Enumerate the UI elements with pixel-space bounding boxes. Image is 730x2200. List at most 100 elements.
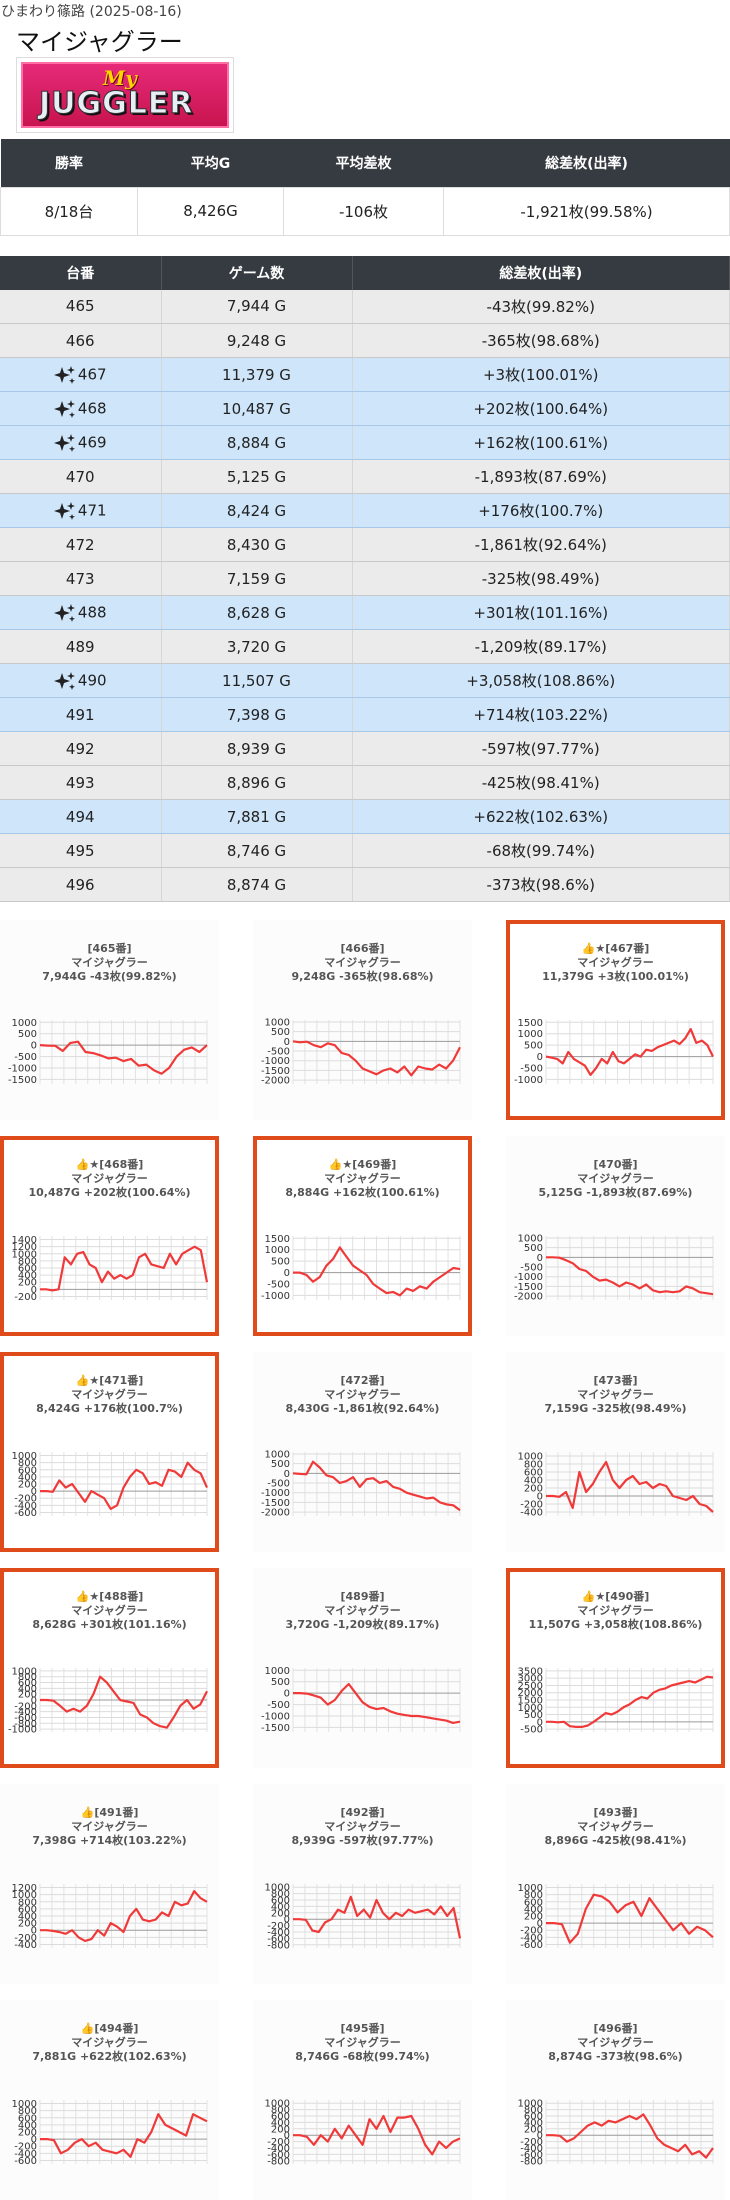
graph-card[interactable]: 👍★[488番] マイジャグラー 8,628G +301枚(101.16%) 1000… [0, 1568, 219, 1768]
y-tick-label: -500 [520, 1725, 543, 1736]
y-tick-label: 0 [537, 1717, 543, 1728]
graph-card-header: [495番] マイジャグラー 8,746G -68枚(99.74%) [253, 2000, 472, 2064]
machine-row[interactable]: 469 8,884 G +162枚(100.61%) [0, 425, 730, 460]
graph-card-machine: マイジャグラー [577, 956, 654, 969]
graph-series-line [40, 1245, 209, 1292]
machine-row[interactable]: 496 8,874 G -373枚(98.6%) [0, 867, 730, 902]
page-title: マイジャグラー [16, 28, 183, 56]
machine-row[interactable]: 473 7,159 G -325枚(98.49%) [0, 561, 730, 596]
machine-row[interactable]: 468 10,487 G +202枚(100.64%) [0, 391, 730, 426]
machine-table: 台番 ゲーム数 総差枚(出率) 465 7,944 G -43枚(99.82%) 46… [0, 255, 730, 902]
machine-row[interactable]: 495 8,746 G -68枚(99.74%) [0, 833, 730, 868]
graph-card-badge: 👍 [80, 2022, 95, 2035]
graph-card[interactable]: [493番] マイジャグラー 8,896G -425枚(98.41%) 1000 800… [506, 1784, 725, 1984]
y-tick-label: -1000 [261, 1291, 290, 1302]
graph-card[interactable]: 👍★[467番] マイジャグラー 11,379G +3枚(100.01%) 1500 1… [506, 920, 725, 1120]
machine-number-text: 495 [65, 841, 95, 860]
machine-number[interactable]: 469 [0, 425, 162, 460]
machine-number[interactable]: 496 [0, 867, 162, 902]
graph-card[interactable]: [466番] マイジャグラー 9,248G -365枚(98.68%) 1000 500… [253, 920, 472, 1120]
graph-card-title: [488番] [99, 1590, 144, 1603]
y-tick-label: -500 [520, 1064, 543, 1075]
y-tick-label: -200 [520, 2137, 543, 2148]
graph-card[interactable]: [489番] マイジャグラー 3,720G -1,209枚(89.17%) 1000 5… [253, 1568, 472, 1768]
machine-row[interactable]: 490 11,507 G +3,058枚(108.86%) [0, 663, 730, 698]
graph-card[interactable]: [496番] マイジャグラー 8,874G -373枚(98.6%) 1000 800 6… [506, 2000, 725, 2200]
graph-card-header: [496番] マイジャグラー 8,874G -373枚(98.6%) [506, 2000, 725, 2064]
y-tick-label: 0 [537, 1919, 543, 1930]
graph-series-line [40, 1890, 208, 1943]
machine-games: 8,896 G [161, 765, 353, 800]
y-tick-label: 0 [31, 1285, 37, 1296]
machine-row[interactable]: 493 8,896 G -425枚(98.41%) [0, 765, 730, 800]
machine-number[interactable]: 472 [0, 527, 162, 562]
machine-row[interactable]: 471 8,424 G +176枚(100.7%) [0, 493, 730, 528]
machine-row[interactable]: 470 5,125 G -1,893枚(87.69%) [0, 459, 730, 494]
sparkle-icon [53, 399, 75, 418]
graph-card[interactable]: [470番] マイジャグラー 5,125G -1,893枚(87.69%) 1000 5… [506, 1136, 725, 1336]
graph-card[interactable]: [495番] マイジャグラー 8,746G -68枚(99.74%) 1000 800 6… [253, 2000, 472, 2200]
machine-number[interactable]: 471 [0, 493, 162, 528]
graph-card[interactable]: [492番] マイジャグラー 8,939G -597枚(97.77%) 1000 800… [253, 1784, 472, 1984]
machine-number[interactable]: 466 [0, 323, 162, 358]
machine-number[interactable]: 492 [0, 731, 162, 766]
machine-row[interactable]: 494 7,881 G +622枚(102.63%) [0, 799, 730, 834]
graph-card[interactable]: 👍★[468番] マイジャグラー 10,487G +202枚(100.64%) 140… [0, 1136, 219, 1336]
machine-number[interactable]: 491 [0, 697, 162, 732]
y-tick-label: 800 [18, 1897, 37, 1908]
y-tick-label: -2000 [514, 1292, 543, 1303]
machine-row[interactable]: 488 8,628 G +301枚(101.16%) [0, 595, 730, 630]
machine-row[interactable]: 489 3,720 G -1,209枚(89.17%) [0, 629, 730, 664]
machine-number-text: 469 [77, 433, 107, 451]
machine-number[interactable]: 473 [0, 561, 162, 596]
y-tick-label: -500 [267, 1047, 290, 1058]
machine-row[interactable]: 465 7,944 G -43枚(99.82%) [0, 289, 730, 324]
graph-card-header: 👍★[471番] マイジャグラー 8,424G +176枚(100.7%) [4, 1356, 215, 1416]
y-tick-label: 1000 [12, 1018, 37, 1029]
y-tick-label: 800 [524, 1460, 543, 1471]
machine-number[interactable]: 488 [0, 595, 162, 630]
graph-card-machine: マイジャグラー [577, 1172, 654, 1185]
machine-number[interactable]: 489 [0, 629, 162, 664]
machine-number[interactable]: 467 [0, 357, 162, 392]
graph-card-stat: 8,939G -597枚(97.77%) [291, 1834, 434, 1847]
graph-card[interactable]: [473番] マイジャグラー 7,159G -325枚(98.49%) 1000 800… [506, 1352, 725, 1552]
graph-card-machine: マイジャグラー [71, 956, 148, 969]
sparkle-icon [53, 603, 75, 622]
machine-number-text: 492 [65, 739, 95, 758]
machine-number[interactable]: 495 [0, 833, 162, 868]
graph-series-line [546, 1460, 714, 1513]
machine-row[interactable]: 492 8,939 G -597枚(97.77%) [0, 731, 730, 766]
graph-card[interactable]: 👍★[490番] マイジャグラー 11,507G +3,058枚(108.86%) 3… [506, 1568, 725, 1768]
y-tick-label: -1000 [8, 1064, 37, 1075]
graph-card[interactable]: [472番] マイジャグラー 8,430G -1,861枚(92.64%) 1000 5… [253, 1352, 472, 1552]
machine-number[interactable]: 494 [0, 799, 162, 834]
machine-number[interactable]: 490 [0, 663, 162, 698]
machine-number[interactable]: 470 [0, 459, 162, 494]
y-tick-label: 0 [284, 1469, 290, 1480]
machine-number-text: 470 [65, 467, 95, 486]
machine-number[interactable]: 468 [0, 391, 162, 426]
y-tick-label: 600 [524, 1897, 543, 1908]
y-tick-label: 200 [18, 1690, 37, 1701]
graph-card[interactable]: [465番] マイジャグラー 7,944G -43枚(99.82%) 1000 500 0… [0, 920, 219, 1120]
machine-row[interactable]: 466 9,248 G -365枚(98.68%) [0, 323, 730, 358]
summary-winrate: 8/18台 [0, 186, 138, 236]
machine-row[interactable]: 467 11,379 G +3枚(100.01%) [0, 357, 730, 392]
y-tick-label: 200 [524, 1912, 543, 1923]
graph-card[interactable]: 👍★[469番] マイジャグラー 8,884G +162枚(100.61%) 1500… [253, 1136, 472, 1336]
machine-number[interactable]: 465 [0, 289, 162, 324]
machine-row[interactable]: 491 7,398 G +714枚(103.22%) [0, 697, 730, 732]
graph-card[interactable]: 👍[491番] マイジャグラー 7,398G +714枚(103.22%) 1200 1… [0, 1784, 219, 1984]
summary-header-total-diff: 総差枚(出率) [443, 139, 730, 187]
graph-card[interactable]: 👍★[471番] マイジャグラー 8,424G +176枚(100.7%) 1000 8… [0, 1352, 219, 1552]
graph-card[interactable]: 👍[494番] マイジャグラー 7,881G +622枚(102.63%) 1000 8… [0, 2000, 219, 2200]
machine-row[interactable]: 472 8,430 G -1,861枚(92.64%) [0, 527, 730, 562]
y-tick-label: 1000 [518, 1029, 543, 1040]
machine-number[interactable]: 493 [0, 765, 162, 800]
y-tick-label: 0 [537, 2131, 543, 2142]
graph-card-machine: マイジャグラー [577, 1604, 654, 1617]
